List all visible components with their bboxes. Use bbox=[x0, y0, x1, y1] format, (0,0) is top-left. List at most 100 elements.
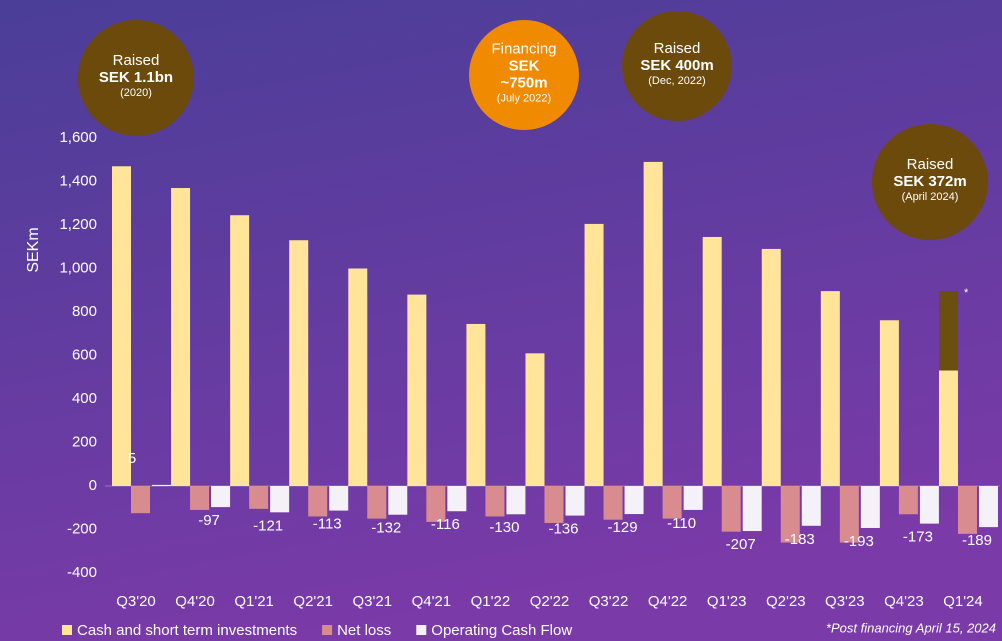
bubble-amount: SEK 1.1bn bbox=[99, 69, 173, 86]
bar bbox=[584, 223, 604, 486]
bar bbox=[938, 370, 958, 486]
bar bbox=[801, 486, 821, 526]
bar bbox=[506, 486, 526, 515]
bar bbox=[407, 294, 427, 486]
bar bbox=[466, 323, 486, 486]
bubble-date: (April 2024) bbox=[902, 191, 959, 203]
x-tick-label: Q4'21 bbox=[412, 593, 452, 610]
x-tick-label: Q1'23 bbox=[707, 593, 747, 610]
y-tick-label: 600 bbox=[72, 346, 97, 363]
legend-label: Net loss bbox=[337, 622, 391, 639]
bubble-date: (Dec, 2022) bbox=[648, 75, 705, 87]
bubble-amount: SEK 400m bbox=[640, 57, 713, 74]
x-tick-label: Q3'21 bbox=[352, 593, 392, 610]
x-tick-label: Q2'23 bbox=[766, 593, 806, 610]
bar bbox=[761, 248, 781, 486]
y-tick-label: 800 bbox=[72, 303, 97, 320]
bar bbox=[662, 486, 682, 519]
bubble-amount: SEK bbox=[509, 57, 540, 74]
y-tick-label: -200 bbox=[67, 520, 97, 537]
y-tick-label: 200 bbox=[72, 433, 97, 450]
bubble-label: Financing bbox=[491, 40, 556, 57]
value-label: -110 bbox=[667, 515, 696, 532]
value-label: -189 bbox=[962, 532, 992, 549]
bar bbox=[643, 161, 663, 487]
bar bbox=[426, 486, 446, 522]
bar bbox=[898, 486, 918, 515]
legend-swatch bbox=[322, 625, 333, 635]
x-tick-label: Q2'21 bbox=[293, 593, 333, 610]
bar bbox=[289, 240, 309, 486]
value-label: -193 bbox=[844, 533, 874, 550]
bar bbox=[860, 486, 880, 528]
bubble bbox=[469, 20, 579, 130]
y-tick-label: -400 bbox=[67, 564, 97, 581]
x-tick-label: Q1'21 bbox=[234, 593, 274, 610]
bar bbox=[367, 486, 387, 519]
bar bbox=[957, 486, 977, 534]
bar bbox=[485, 486, 505, 517]
bar bbox=[721, 486, 741, 532]
bar bbox=[820, 291, 840, 486]
bubble-amount: SEK 372m bbox=[893, 173, 966, 190]
x-tick-label: Q4'20 bbox=[175, 593, 215, 610]
bubble-label: Raised bbox=[654, 40, 701, 57]
bar bbox=[329, 486, 349, 511]
value-label: -173 bbox=[903, 529, 933, 546]
value-label: -136 bbox=[548, 521, 578, 538]
x-tick-label: Q4'23 bbox=[884, 593, 924, 610]
bar bbox=[211, 486, 231, 508]
bar bbox=[171, 188, 191, 486]
footnote: *Post financing April 15, 2024 bbox=[826, 620, 996, 635]
value-label: -97 bbox=[198, 512, 220, 529]
x-tick-label: Q3'20 bbox=[116, 593, 156, 610]
y-tick-label: 1,200 bbox=[59, 216, 97, 233]
value-label: -183 bbox=[785, 531, 815, 548]
value-label: -121 bbox=[253, 517, 283, 534]
bubble bbox=[78, 20, 194, 136]
x-tick-label: Q3'23 bbox=[825, 593, 865, 610]
bar bbox=[249, 486, 269, 509]
bar bbox=[603, 486, 623, 520]
bubble bbox=[622, 11, 732, 121]
bar bbox=[565, 486, 585, 516]
bar bbox=[780, 486, 800, 543]
y-tick-label: 1,000 bbox=[59, 259, 97, 276]
bar bbox=[348, 268, 368, 486]
bar bbox=[702, 236, 722, 486]
x-tick-label: Q2'22 bbox=[530, 593, 570, 610]
bubble bbox=[872, 124, 988, 240]
value-label: -116 bbox=[431, 516, 460, 533]
bar bbox=[230, 215, 250, 486]
x-tick-label: Q3'22 bbox=[589, 593, 629, 610]
value-label: -113 bbox=[313, 516, 342, 533]
value-label: -207 bbox=[726, 536, 756, 553]
value-label: -132 bbox=[371, 520, 401, 537]
y-axis-label: SEKm bbox=[25, 227, 42, 272]
bar bbox=[190, 486, 210, 510]
bar bbox=[388, 486, 408, 515]
legend-swatch bbox=[416, 625, 427, 635]
value-label: -129 bbox=[608, 519, 638, 536]
y-tick-label: 1,400 bbox=[59, 172, 97, 189]
legend-label: Operating Cash Flow bbox=[431, 622, 572, 639]
bar bbox=[544, 486, 564, 523]
bar bbox=[270, 486, 290, 513]
bar bbox=[152, 484, 171, 486]
x-tick-label: Q1'22 bbox=[471, 593, 511, 610]
bubble-date: (2020) bbox=[120, 87, 152, 99]
x-tick-label: Q4'22 bbox=[648, 593, 688, 610]
bar bbox=[112, 166, 131, 486]
bar bbox=[742, 486, 762, 532]
value-label: -130 bbox=[489, 519, 519, 536]
bar bbox=[879, 320, 899, 486]
bubble-label: Raised bbox=[907, 156, 954, 173]
bar bbox=[624, 486, 644, 515]
bubble-label: Raised bbox=[113, 52, 160, 69]
bar bbox=[447, 486, 467, 512]
bubble-amount: ~750m bbox=[500, 74, 547, 91]
bar bbox=[978, 486, 998, 528]
bubble-date: (July 2022) bbox=[497, 92, 551, 104]
bar bbox=[308, 486, 328, 517]
y-tick-label: 400 bbox=[72, 390, 97, 407]
